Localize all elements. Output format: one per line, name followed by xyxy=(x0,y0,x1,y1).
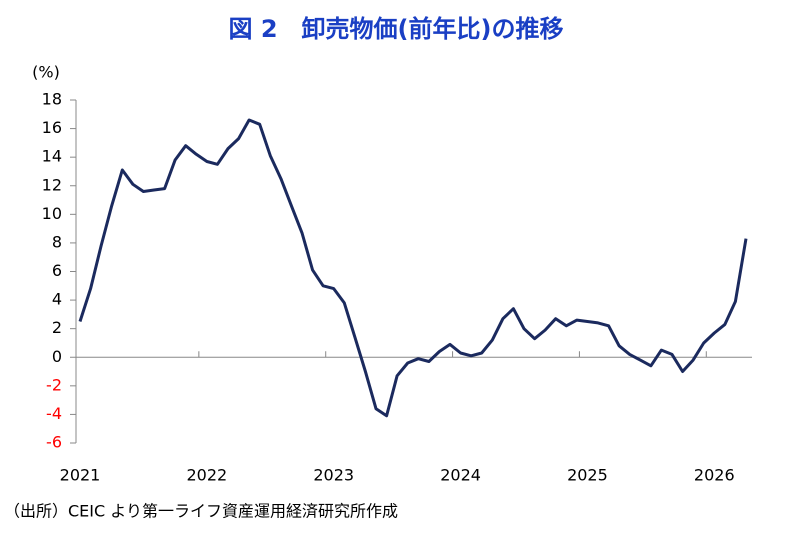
y-tick-label: 10 xyxy=(42,204,62,223)
y-tick-label: -6 xyxy=(46,433,62,452)
x-tick-label: 2025 xyxy=(567,466,608,485)
y-tick-label: -4 xyxy=(46,404,62,423)
y-tick-label: 16 xyxy=(42,118,62,137)
line-series xyxy=(78,118,748,418)
x-tick-label: 2021 xyxy=(60,466,101,485)
y-axis-label: (%) xyxy=(32,63,60,82)
y-tick-label: 6 xyxy=(52,261,62,280)
y-tick-label: 18 xyxy=(42,90,62,109)
source-note: （出所）CEIC より第一ライフ資産運用経済研究所作成 xyxy=(4,502,398,521)
x-tick-label: 2022 xyxy=(186,466,227,485)
x-tick-label: 2026 xyxy=(694,466,735,485)
chart-title: 図 2 卸売物価(前年比)の推移 xyxy=(229,15,564,43)
y-tick-label: 2 xyxy=(52,318,62,337)
x-tick-label: 2024 xyxy=(440,466,481,485)
y-tick-label: 0 xyxy=(52,347,62,366)
y-tick-label: 14 xyxy=(42,147,62,166)
y-tick-label: 12 xyxy=(42,175,62,194)
y-tick-label: 8 xyxy=(52,232,62,251)
y-tick-label: 4 xyxy=(52,290,62,309)
x-tick-label: 2023 xyxy=(313,466,354,485)
y-tick-label: -2 xyxy=(46,375,62,394)
